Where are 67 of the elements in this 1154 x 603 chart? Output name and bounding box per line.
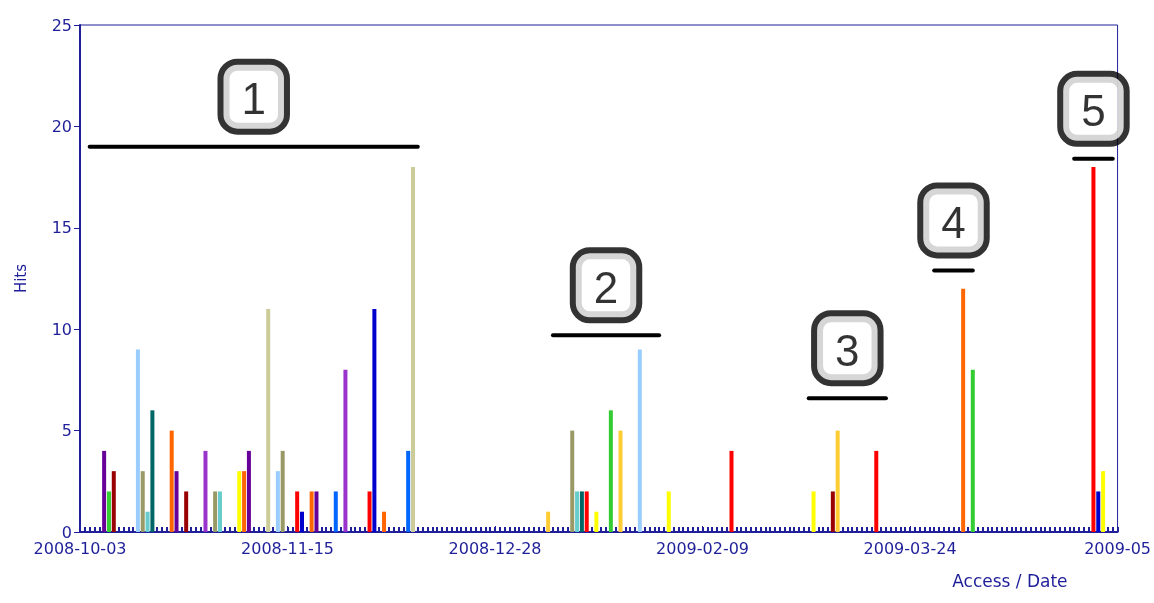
bar (594, 511, 599, 532)
bar (637, 349, 642, 532)
x-axis-title: Access / Date (952, 570, 1068, 591)
bar (372, 308, 377, 532)
bar (608, 410, 613, 532)
bar (970, 369, 975, 532)
x-tick-label: 2009-03-24 (863, 538, 957, 558)
y-tick-label: 10 (51, 319, 72, 339)
bar (811, 491, 816, 532)
annotation: 4 (941, 197, 966, 247)
bar (1091, 166, 1096, 532)
annotation: 1 (241, 74, 266, 124)
bar (111, 471, 116, 532)
bar (367, 491, 372, 532)
bar (584, 491, 589, 532)
x-tick-label: 2009-02-09 (656, 538, 750, 558)
bar (266, 308, 271, 532)
bar (280, 450, 285, 532)
bar (1101, 471, 1106, 532)
bar (184, 491, 189, 532)
bar (299, 511, 304, 532)
bar (246, 450, 251, 532)
bar (874, 450, 879, 532)
bar (579, 491, 584, 532)
y-tick-label: 5 (61, 421, 72, 441)
x-tick-label: 2008-12-28 (448, 538, 542, 558)
bar (729, 450, 734, 532)
bar (546, 511, 551, 532)
bar (275, 471, 280, 532)
bar (135, 349, 140, 532)
bar (618, 430, 623, 532)
bar (174, 471, 179, 532)
bar (835, 430, 840, 532)
bar (145, 511, 150, 532)
bar (1096, 491, 1101, 532)
bar (242, 471, 247, 532)
bar (382, 511, 387, 532)
x-tick-label: 2008-11-15 (241, 538, 335, 558)
bar (169, 430, 174, 532)
bar (102, 450, 107, 532)
bar (961, 288, 966, 532)
bar (213, 491, 218, 532)
annotation: 3 (835, 325, 860, 375)
y-tick-label: 25 (51, 15, 72, 35)
y-tick-label: 20 (51, 116, 72, 136)
bar (140, 471, 145, 532)
bar (203, 450, 208, 532)
bar (237, 471, 242, 532)
bar (295, 491, 300, 532)
bar (343, 369, 348, 532)
bar (309, 491, 314, 532)
y-axis-title: Hits (11, 263, 30, 294)
bar (575, 491, 580, 532)
annotation: 2 (593, 262, 619, 312)
bar (106, 491, 111, 532)
bar (150, 410, 155, 532)
bar (570, 430, 575, 532)
bar (333, 491, 338, 532)
x-tick-label: 2009-05 (1084, 538, 1151, 558)
bar (217, 491, 222, 532)
y-tick-label: 15 (51, 218, 72, 238)
bar (406, 450, 411, 532)
bar (666, 491, 671, 532)
bar (830, 491, 835, 532)
annotation: 5 (1081, 86, 1106, 136)
bar (410, 166, 415, 532)
bar (314, 491, 319, 532)
